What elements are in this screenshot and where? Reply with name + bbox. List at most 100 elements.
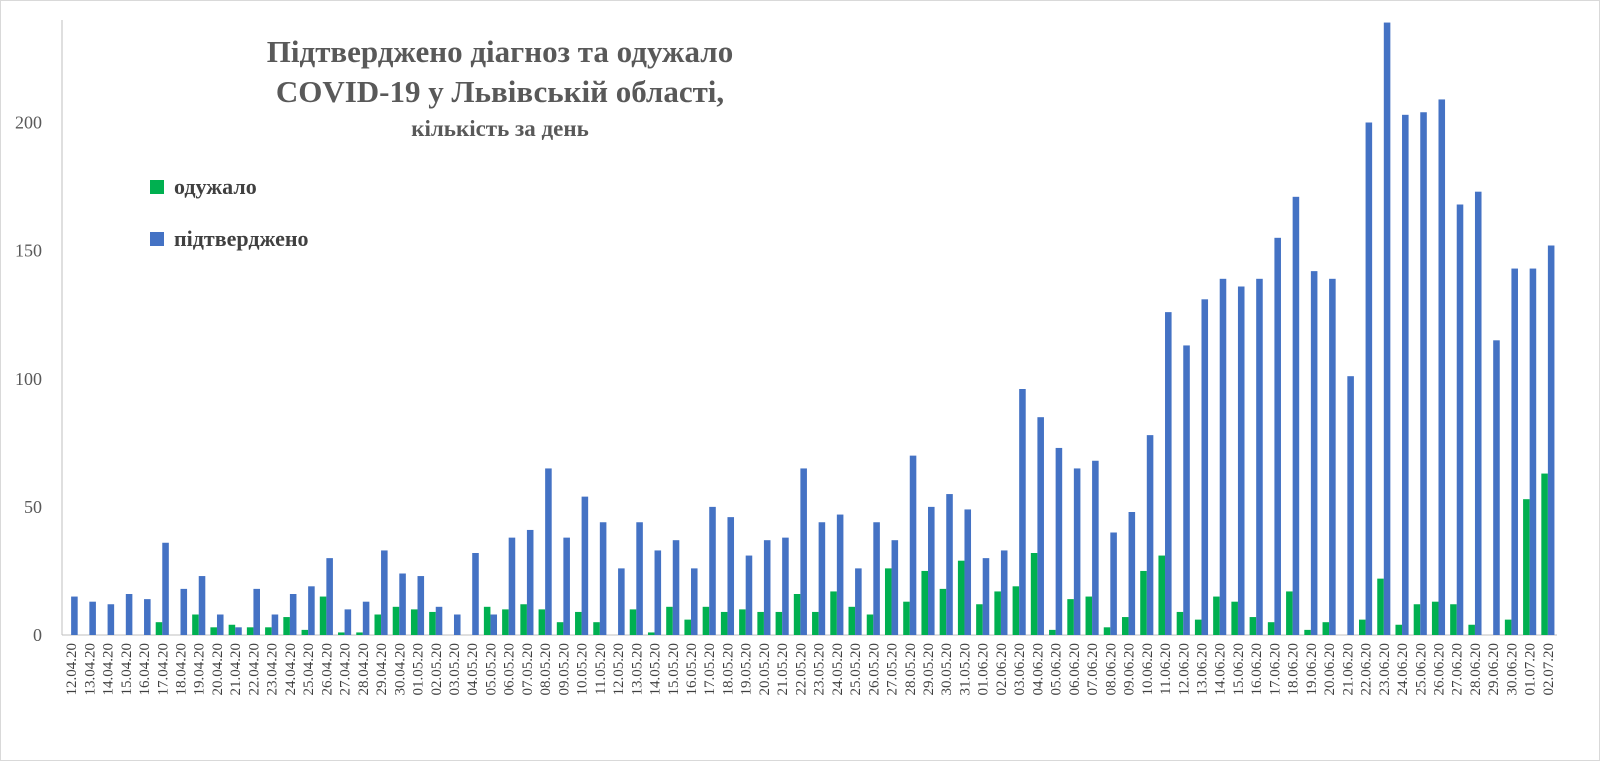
- bar-confirmed: [1474, 191, 1482, 635]
- bar-recovered: [1231, 601, 1238, 635]
- bar-confirmed: [1365, 122, 1373, 635]
- bar-recovered: [1012, 586, 1020, 635]
- bar-recovered: [1431, 601, 1439, 635]
- x-tick-label: 16.05.20: [684, 643, 700, 696]
- legend-item-recovered: одужало: [150, 172, 309, 202]
- bar-recovered: [1541, 473, 1548, 635]
- legend-label-recovered: одужало: [174, 174, 257, 199]
- x-tick-label: 10.05.20: [575, 643, 591, 696]
- bar-recovered: [684, 619, 691, 636]
- bar-confirmed: [399, 573, 406, 635]
- x-tick-label: 02.06.20: [994, 643, 1010, 696]
- bar-recovered: [812, 611, 819, 635]
- bar-recovered: [1468, 624, 1475, 635]
- x-tick-label: 08.06.20: [1103, 643, 1119, 696]
- x-tick-label: 13.05.20: [629, 643, 645, 696]
- x-tick-label: 07.06.20: [1085, 643, 1101, 696]
- bar-recovered: [1213, 596, 1220, 635]
- x-tick-label: 05.05.20: [483, 643, 499, 696]
- bar-recovered: [538, 609, 546, 636]
- legend-swatch-recovered: [150, 180, 164, 194]
- bar-confirmed: [727, 517, 735, 636]
- x-tick-label: 14.04.20: [101, 643, 117, 696]
- bar-recovered: [1267, 622, 1275, 635]
- x-tick-label: 16.04.20: [137, 643, 153, 696]
- y-tick-label: 150: [15, 241, 42, 261]
- x-tick-label: 01.05.20: [411, 643, 427, 696]
- y-tick-label: 100: [15, 369, 42, 389]
- bar-confirmed: [1165, 312, 1172, 636]
- bar-recovered: [1030, 553, 1038, 635]
- bar-confirmed: [654, 550, 662, 635]
- bar-confirmed: [1128, 512, 1136, 635]
- bar-confirmed: [855, 568, 862, 636]
- bar-recovered: [848, 606, 856, 635]
- bar-recovered: [939, 588, 947, 636]
- bar-confirmed: [1347, 376, 1354, 635]
- bar-recovered: [1049, 629, 1056, 636]
- bar-confirmed: [453, 614, 461, 635]
- bar-confirmed: [180, 588, 188, 636]
- bar-confirmed: [125, 594, 133, 635]
- bar-confirmed: [89, 601, 96, 635]
- x-tick-label: 13.06.20: [1194, 643, 1210, 696]
- x-tick-label: 28.06.20: [1468, 643, 1484, 696]
- x-tick-label: 03.06.20: [1012, 643, 1028, 696]
- bar-recovered: [884, 568, 892, 636]
- bar-confirmed: [417, 576, 425, 635]
- bar-confirmed: [326, 558, 333, 636]
- bar-confirmed: [289, 594, 297, 635]
- x-tick-label: 12.05.20: [611, 643, 627, 696]
- bar-recovered: [647, 632, 655, 635]
- x-tick-label: 05.06.20: [1049, 643, 1065, 696]
- bar-recovered: [921, 570, 928, 635]
- x-tick-label: 15.04.20: [119, 643, 135, 696]
- bar-confirmed: [144, 599, 151, 636]
- bar-confirmed: [344, 609, 352, 636]
- x-tick-label: 23.04.20: [265, 643, 281, 696]
- x-tick-label: 06.06.20: [1067, 643, 1083, 696]
- x-tick-label: 04.06.20: [1030, 643, 1046, 696]
- bar-recovered: [283, 617, 290, 635]
- bar-recovered: [757, 611, 764, 635]
- x-tick-label: 26.06.20: [1431, 643, 1447, 696]
- bar-recovered: [429, 611, 436, 635]
- x-tick-label: 20.05.20: [757, 643, 773, 696]
- x-tick-label: 03.05.20: [447, 643, 463, 696]
- bar-confirmed: [1292, 196, 1300, 635]
- bar-recovered: [957, 560, 965, 635]
- bar-confirmed: [1110, 532, 1117, 635]
- bar-recovered: [720, 611, 728, 635]
- bar-confirmed: [636, 522, 643, 635]
- bar-confirmed: [508, 537, 516, 636]
- x-tick-label: 30.05.20: [939, 643, 955, 696]
- x-tick-label: 14.05.20: [648, 643, 664, 696]
- bar-recovered: [1176, 611, 1184, 635]
- bar-recovered: [1450, 604, 1457, 635]
- bar-confirmed: [1547, 245, 1555, 635]
- bar-confirmed: [271, 614, 279, 635]
- bar-confirmed: [1493, 340, 1500, 635]
- bar-recovered: [1103, 627, 1111, 635]
- legend-item-confirmed: підтверджено: [150, 224, 309, 254]
- x-tick-label: 27.05.20: [885, 643, 901, 696]
- x-tick-label: 20.04.20: [210, 643, 226, 696]
- bar-confirmed: [672, 540, 680, 635]
- bar-recovered: [575, 611, 582, 635]
- bar-confirmed: [381, 550, 388, 635]
- x-tick-label: 24.06.20: [1395, 643, 1411, 696]
- x-tick-label: 02.05.20: [429, 643, 445, 696]
- x-tick-label: 13.04.20: [82, 643, 98, 696]
- x-tick-label: 07.05.20: [520, 643, 536, 696]
- bar-recovered: [629, 609, 637, 636]
- x-tick-label: 25.04.20: [301, 643, 317, 696]
- bar-confirmed: [472, 553, 479, 635]
- bar-confirmed: [1237, 286, 1245, 635]
- x-tick-label: 09.06.20: [1122, 643, 1138, 696]
- bar-recovered: [593, 622, 600, 635]
- bar-recovered: [1413, 604, 1421, 635]
- bar-confirmed: [964, 509, 972, 635]
- bar-recovered: [265, 627, 272, 635]
- x-tick-label: 10.06.20: [1140, 643, 1156, 696]
